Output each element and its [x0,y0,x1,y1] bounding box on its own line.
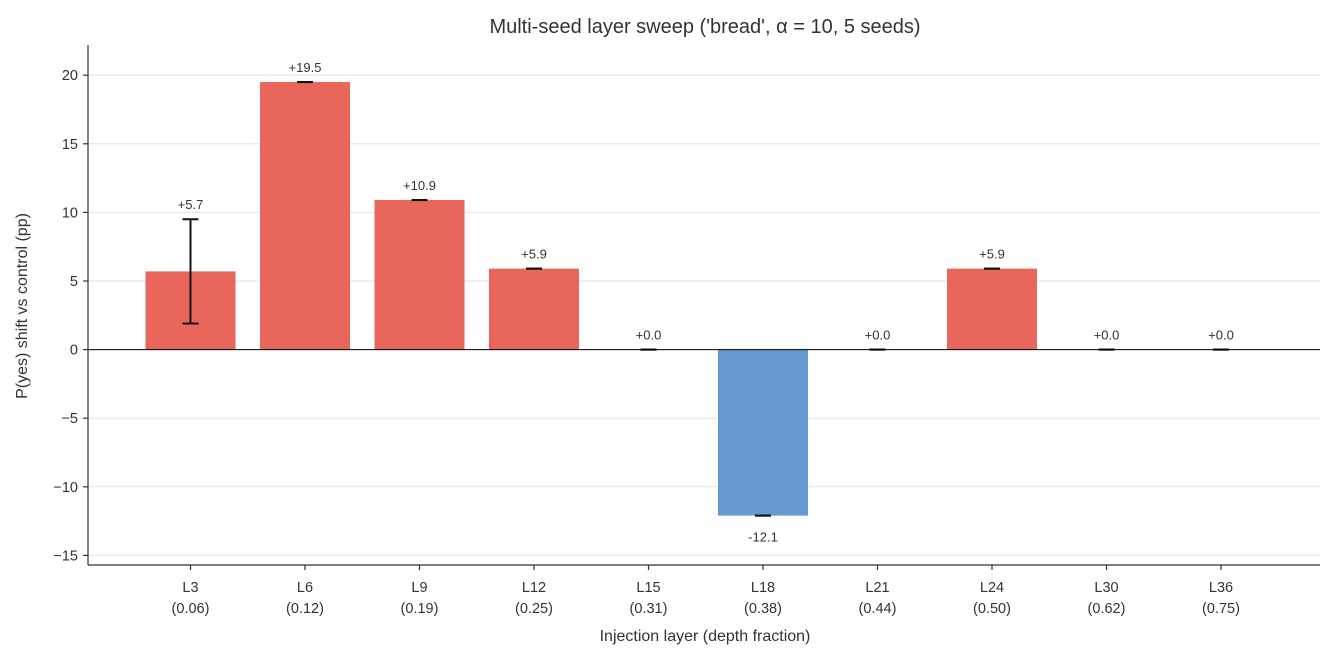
x-tick-label-layer: L15 [636,580,660,596]
bar-value-label: +5.9 [521,247,547,262]
bar [374,200,465,350]
x-tick-label-fraction: (0.62) [1088,601,1126,617]
y-tick-label: 15 [62,137,78,153]
y-tick-labels: −15 −10 −5 0 5 10 15 20 [53,68,78,564]
x-tick-label-layer: L6 [297,580,313,596]
bar-value-label: +0.0 [1094,328,1120,343]
x-tick-label-fraction: (0.06) [172,601,210,617]
bar-value-label: +5.9 [979,247,1005,262]
bar [947,268,1037,350]
y-axis-label: P(yes) shift vs control (pp) [14,213,31,399]
x-tick-label-layer: L21 [865,580,889,596]
bar-value-label: +0.0 [1208,328,1234,343]
axes [83,45,1320,570]
x-tick-label-layer: L36 [1209,580,1233,596]
x-tick-label-fraction: (0.50) [973,601,1011,617]
x-tick-label-layer: L9 [411,580,427,596]
x-tick-label-fraction: (0.38) [744,601,782,617]
x-tick-label-layer: L12 [522,580,546,596]
x-tick-label-layer: L30 [1094,580,1118,596]
bar-value-label: +19.5 [289,60,322,75]
bar [260,82,350,350]
x-tick-label-layer: L18 [751,580,775,596]
x-tick-label-fraction: (0.25) [515,601,553,617]
bar-value-label: -12.1 [748,530,778,545]
x-tick-label-layer: L3 [182,580,198,596]
x-tick-label-fraction: (0.75) [1202,601,1240,617]
x-tick-label-fraction: (0.19) [401,601,439,617]
bars [145,82,1037,516]
bar-value-label: +0.0 [865,328,891,343]
y-tick-label: −15 [53,548,78,564]
x-tick-label-layer: L24 [980,580,1004,596]
y-tick-label: −5 [61,411,78,427]
x-axis-label: Injection layer (depth fraction) [600,628,811,645]
bar [489,268,579,350]
chart-title: Multi-seed layer sweep ('bread', α = 10,… [489,16,920,38]
y-tick-label: 20 [62,68,78,84]
bar-value-label: +0.0 [636,328,662,343]
y-tick-label: −10 [53,480,78,496]
bar-value-label: +5.7 [178,197,204,212]
x-tick-label-fraction: (0.44) [859,601,897,617]
x-tick-label-fraction: (0.31) [630,601,668,617]
value-labels: +5.7 +19.5 +10.9 +5.9 +0.0 -12.1 +0.0 +5.9 +0.0 +… [178,60,1234,545]
bar [718,349,808,516]
y-tick-label: 10 [62,205,78,221]
bar-value-label: +10.9 [403,178,436,193]
y-tick-label: 5 [70,274,78,290]
y-tick-label: 0 [70,343,78,359]
x-tick-label-fraction: (0.12) [286,601,324,617]
x-tick-labels: L3 (0.06) L6 (0.12) L9 (0.19) L12 (0.25) L15 (0.3… [172,580,1240,617]
